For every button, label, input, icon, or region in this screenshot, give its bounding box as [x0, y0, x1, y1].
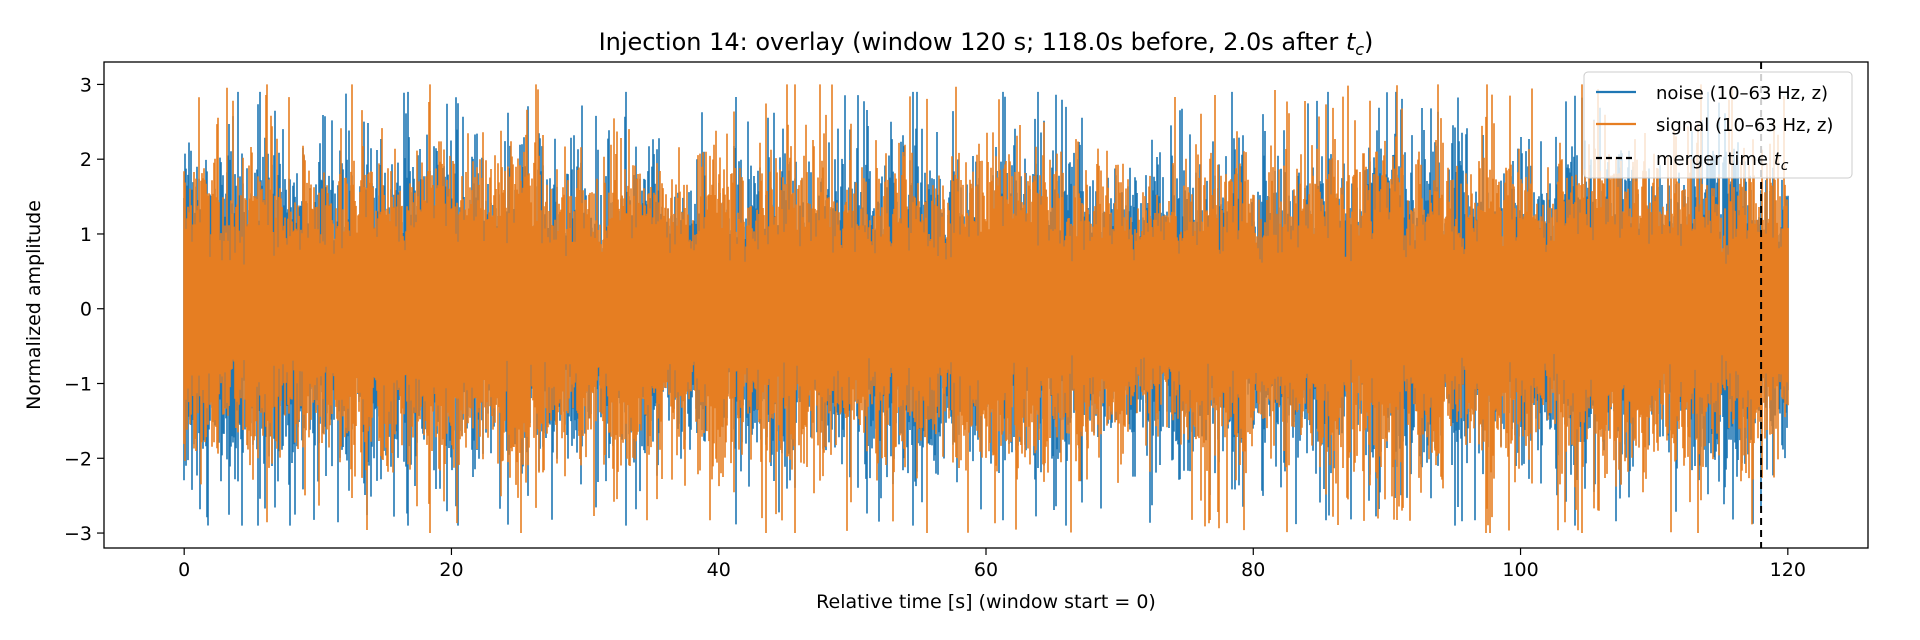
x-tick-label: 80	[1241, 559, 1265, 581]
y-tick-label: 3	[80, 74, 92, 96]
y-axis: −3 −2 −1 0 1 2 3	[64, 74, 104, 545]
series-line-signal	[183, 84, 1789, 533]
legend: noise (10–63 Hz, z) signal (10–63 Hz, z)…	[1583, 71, 1853, 179]
y-tick-label: 0	[80, 299, 92, 321]
x-tick-label: 0	[178, 559, 190, 581]
x-axis: 0 20 40 60 80 100 120	[178, 548, 1806, 581]
x-axis-label: Relative time [s] (window start = 0)	[816, 591, 1156, 613]
y-tick-label: −3	[64, 523, 92, 545]
x-tick-label: 20	[439, 559, 463, 581]
y-axis-label: Normalized amplitude	[23, 200, 45, 410]
legend-label-signal: signal (10–63 Hz, z)	[1656, 115, 1833, 136]
y-tick-label: −1	[64, 374, 92, 396]
series-layer	[183, 84, 1789, 533]
y-tick-label: 1	[80, 224, 92, 246]
x-tick-label: 120	[1770, 559, 1806, 581]
legend-box	[1583, 71, 1853, 179]
legend-label-noise: noise (10–63 Hz, z)	[1656, 83, 1828, 104]
x-tick-label: 60	[974, 559, 998, 581]
y-tick-label: −2	[64, 448, 92, 470]
x-tick-label: 40	[707, 559, 731, 581]
legend-label-merger: merger time tc	[1656, 149, 1789, 174]
x-tick-label: 100	[1502, 559, 1538, 581]
y-tick-label: 2	[80, 149, 92, 171]
chart-title: Injection 14: overlay (window 120 s; 118…	[599, 28, 1374, 59]
